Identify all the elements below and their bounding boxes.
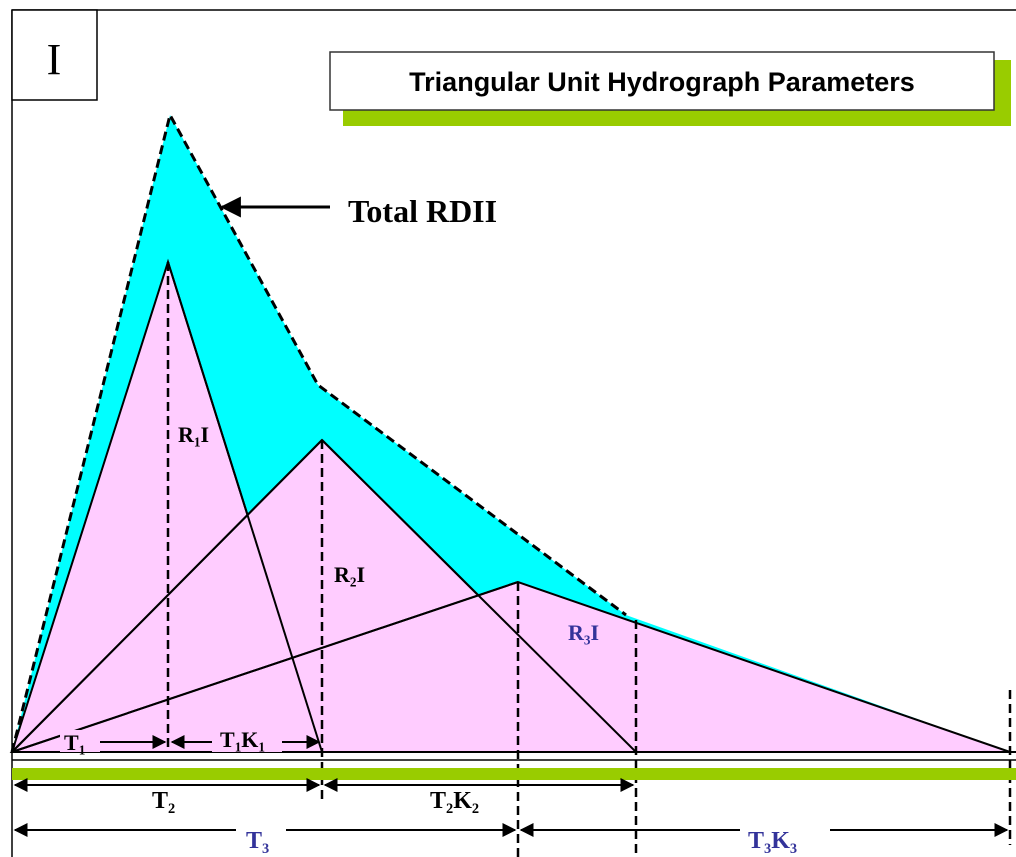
subscript: 1 bbox=[258, 739, 265, 754]
t3-label: T3 bbox=[246, 828, 269, 857]
label-part: R bbox=[178, 422, 195, 447]
subscript: 3 bbox=[764, 841, 771, 857]
triangles bbox=[9, 258, 1011, 753]
label-part: T bbox=[220, 727, 235, 752]
t1k1-label: T1K1 bbox=[220, 727, 265, 754]
label-part: K bbox=[771, 828, 790, 854]
t3-rise bbox=[11, 581, 519, 753]
r2-label: R2I bbox=[334, 562, 365, 589]
label-part: R bbox=[334, 562, 351, 587]
t1-recession bbox=[167, 261, 323, 753]
t2-label: T2 bbox=[152, 788, 175, 817]
label-part: I bbox=[590, 620, 599, 645]
label-part: I bbox=[356, 562, 365, 587]
title-box bbox=[329, 51, 995, 111]
total-outline bbox=[10, 110, 627, 753]
corner-label: I bbox=[47, 35, 62, 84]
subscript: 2 bbox=[350, 574, 357, 589]
subscript: 1 bbox=[79, 742, 86, 757]
label-part: T bbox=[64, 730, 79, 755]
subscript: 3 bbox=[790, 841, 797, 857]
t2-rise bbox=[11, 439, 323, 753]
subscript: 3 bbox=[584, 632, 591, 647]
t1-label: T1 bbox=[64, 730, 85, 757]
label-part: T bbox=[152, 788, 168, 814]
label-part: T bbox=[246, 828, 262, 854]
total-label: Total RDII bbox=[348, 193, 497, 229]
r1-label: R1I bbox=[178, 422, 209, 449]
t3-bg bbox=[236, 820, 286, 850]
t1k1-bg bbox=[212, 730, 282, 752]
t2k2-bg bbox=[420, 786, 510, 812]
t3k3-bg bbox=[740, 820, 830, 850]
subscript: 3 bbox=[262, 841, 269, 857]
corner-box bbox=[11, 9, 98, 101]
label-part: K bbox=[241, 727, 258, 752]
t1-bg bbox=[60, 730, 100, 752]
label-part: T bbox=[430, 788, 446, 814]
subscript: 2 bbox=[472, 801, 479, 817]
t2k2-label: T2K2 bbox=[430, 788, 479, 817]
label-part: I bbox=[200, 422, 209, 447]
title: Triangular Unit Hydrograph Parameters bbox=[409, 67, 915, 97]
subscript: 1 bbox=[235, 739, 242, 754]
subscript: 1 bbox=[194, 434, 201, 449]
r3-label: R3I bbox=[568, 620, 599, 647]
green-bar bbox=[12, 768, 1016, 780]
subscript: 2 bbox=[446, 801, 453, 817]
label-part: T bbox=[748, 828, 764, 854]
label-part: K bbox=[453, 788, 472, 814]
t3k3-label: T3K3 bbox=[748, 828, 797, 857]
t2-bg bbox=[140, 786, 190, 812]
label-part: R bbox=[568, 620, 585, 645]
subscript: 2 bbox=[168, 801, 175, 817]
